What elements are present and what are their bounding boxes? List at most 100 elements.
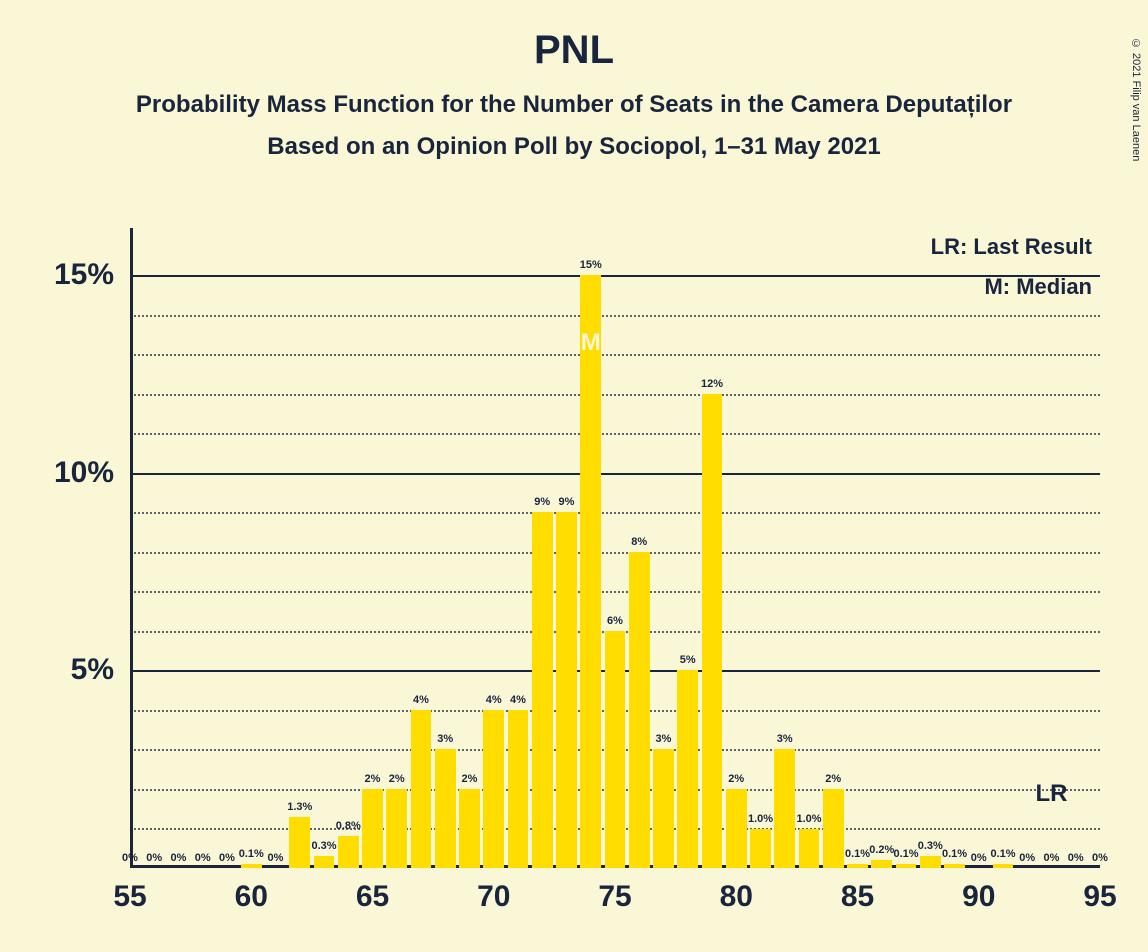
x-axis-label: 80: [720, 880, 753, 914]
bar: 4%: [483, 710, 504, 868]
bar-value-label: 0.2%: [869, 844, 894, 856]
bar-value-label: 0.1%: [942, 848, 967, 860]
bar: 12%: [702, 394, 723, 868]
bar: 4%: [411, 710, 432, 868]
bar-value-label: 0.3%: [918, 840, 943, 852]
bar-value-label: 9%: [559, 496, 575, 508]
grid-minor-line: [130, 433, 1100, 435]
bar-value-label: 0.3%: [311, 840, 336, 852]
bar-value-label: 3%: [777, 733, 793, 745]
copyright-text: © 2021 Filip van Laenen: [1130, 38, 1142, 161]
bar: 3%: [774, 749, 795, 868]
bar: 2%: [459, 789, 480, 868]
legend-m: M: Median: [984, 274, 1092, 300]
bar-value-label: 0.8%: [336, 820, 361, 832]
grid-major-line: [130, 473, 1100, 475]
bar: 4%: [508, 710, 529, 868]
grid-minor-line: [130, 394, 1100, 396]
bar: 15%: [580, 275, 601, 868]
x-axis-label: 70: [477, 880, 510, 914]
bar: 0.1%: [944, 864, 965, 868]
bar-value-label: 12%: [701, 378, 723, 390]
bar: 8%: [629, 552, 650, 868]
bar: 2%: [823, 789, 844, 868]
grid-minor-line: [130, 315, 1100, 317]
bar: 1.0%: [750, 829, 771, 869]
bar: 6%: [605, 631, 626, 868]
bar-value-label: 0.1%: [845, 848, 870, 860]
bar-value-label: 4%: [486, 694, 502, 706]
grid-major-line: [130, 275, 1100, 277]
bar-value-label: 5%: [680, 654, 696, 666]
bar: 2%: [726, 789, 747, 868]
y-axis-label: 15%: [54, 258, 114, 292]
bar-value-label: 3%: [656, 733, 672, 745]
bar-value-label: 0%: [1092, 852, 1108, 864]
bar-value-label: 0%: [1044, 852, 1060, 864]
bar-value-label: 0.1%: [990, 848, 1015, 860]
bar-value-label: 2%: [389, 773, 405, 785]
bar: 2%: [362, 789, 383, 868]
chart-subtitle-2: Based on an Opinion Poll by Sociopol, 1–…: [0, 133, 1148, 161]
x-axis-label: 85: [841, 880, 874, 914]
bar-value-label: 9%: [534, 496, 550, 508]
bar: 0.2%: [871, 860, 892, 868]
x-axis-label: 90: [962, 880, 995, 914]
bar-value-label: 0%: [122, 852, 138, 864]
bar: 9%: [556, 512, 577, 868]
chart-area: LR: Last Result M: Median 5%10%15%556065…: [130, 228, 1100, 868]
x-axis-label: 55: [113, 880, 146, 914]
bar: 0.1%: [993, 864, 1014, 868]
x-axis-label: 75: [598, 880, 631, 914]
bar: 0.1%: [847, 864, 868, 868]
grid-minor-line: [130, 552, 1100, 554]
y-axis-label: 10%: [54, 456, 114, 490]
bar-value-label: 2%: [728, 773, 744, 785]
bar-value-label: 15%: [580, 259, 602, 271]
bar-value-label: 0%: [971, 852, 987, 864]
bar-value-label: 8%: [631, 536, 647, 548]
bar-value-label: 0%: [1019, 852, 1035, 864]
bar-value-label: 1.0%: [796, 813, 821, 825]
bar-value-label: 2%: [462, 773, 478, 785]
chart-subtitle-1: Probability Mass Function for the Number…: [0, 91, 1148, 119]
y-axis: [130, 228, 133, 868]
bar: 0.1%: [896, 864, 917, 868]
y-axis-label: 5%: [71, 653, 114, 687]
bar-value-label: 3%: [437, 733, 453, 745]
bar-value-label: 4%: [413, 694, 429, 706]
chart-title: PNL: [0, 28, 1148, 73]
grid-minor-line: [130, 354, 1100, 356]
bar: 0.3%: [314, 856, 335, 868]
bar-value-label: 0%: [171, 852, 187, 864]
lr-marker: LR: [1036, 780, 1068, 808]
bar-value-label: 2%: [825, 773, 841, 785]
bar-value-label: 2%: [365, 773, 381, 785]
bar-value-label: 6%: [607, 615, 623, 627]
bar-value-label: 0.1%: [239, 848, 264, 860]
grid-minor-line: [130, 512, 1100, 514]
bar: 2%: [386, 789, 407, 868]
bar: 9%: [532, 512, 553, 868]
bar-value-label: 0%: [219, 852, 235, 864]
legend-lr: LR: Last Result: [931, 234, 1092, 260]
bar-value-label: 0%: [1068, 852, 1084, 864]
bar: 0.3%: [920, 856, 941, 868]
bar-value-label: 0%: [195, 852, 211, 864]
bar-value-label: 0.1%: [893, 848, 918, 860]
bar: 0.1%: [241, 864, 262, 868]
grid-minor-line: [130, 591, 1100, 593]
x-axis-label: 60: [235, 880, 268, 914]
bar: 0.8%: [338, 836, 359, 868]
x-axis-label: 65: [356, 880, 389, 914]
bar-value-label: 0%: [146, 852, 162, 864]
bar-value-label: 4%: [510, 694, 526, 706]
bar: 3%: [435, 749, 456, 868]
bar: 5%: [677, 670, 698, 868]
bar-value-label: 1.0%: [748, 813, 773, 825]
x-axis-label: 95: [1083, 880, 1116, 914]
bar: 1.0%: [799, 829, 820, 869]
bar: 3%: [653, 749, 674, 868]
bar: 1.3%: [289, 817, 310, 868]
bar-value-label: 0%: [268, 852, 284, 864]
